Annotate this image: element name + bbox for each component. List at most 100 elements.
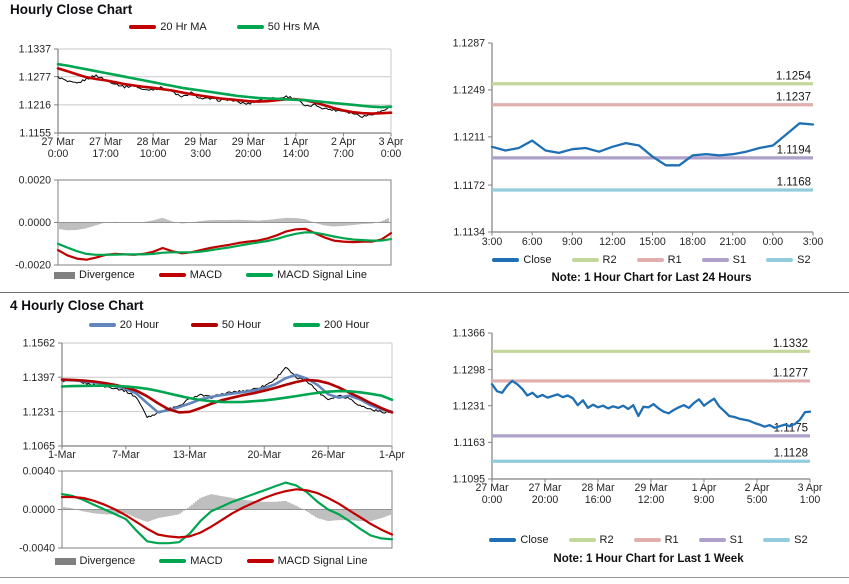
line-swatch-s2 [763,538,791,542]
line-swatch-macd-signal-line [246,273,274,277]
svg-text:20:00: 20:00 [235,148,262,160]
svg-text:3:00: 3:00 [482,236,503,248]
section-divider [0,292,849,293]
svg-text:29 Mar: 29 Mar [232,136,265,148]
line-swatch-200-hour [293,323,320,327]
legend-label: MACD Signal Line [277,269,367,281]
svg-text:1.1194: 1.1194 [777,144,812,156]
svg-text:7:00: 7:00 [333,148,354,160]
svg-text:15:00: 15:00 [639,236,666,248]
svg-text:0.0000: 0.0000 [19,217,52,229]
hourly-price-legend: 20 Hr MA 50 Hrs MA [58,21,391,33]
svg-text:1.1211: 1.1211 [453,132,485,144]
line-swatch-50-hour [190,323,218,327]
last-24h-legend: Close R2 R1 S1 S2 [478,254,825,266]
svg-text:20-Mar: 20-Mar [247,449,281,461]
svg-text:27 Mar: 27 Mar [42,136,75,148]
svg-text:1:00: 1:00 [800,494,821,506]
legend-item-close: Close [489,534,549,546]
last-1-week-levels-section: 1.1366 1.1298 1.1231 1.1163 1.1095 27 Mar 0:00… [420,292,849,584]
svg-text:0:00: 0:00 [482,494,503,506]
last-24h-levels-section: 1.1287 1.1249 1.1211 1.1172 1.1134 3:00 6:00 9:… [420,0,849,292]
svg-text:9:00: 9:00 [562,236,583,248]
svg-text:1.1155: 1.1155 [19,128,51,140]
four-hourly-close-section: 4 Hourly Close Chart 20 Hour 50 Hour 200 H… [0,292,420,584]
line-swatch-macd [158,273,186,277]
last-1-week-note: Note: 1 Hour Chart for Last 1 Week [553,553,744,565]
svg-text:1.1249: 1.1249 [453,85,486,97]
legend-label: 20 Hr MA [160,21,207,33]
legend-label: 200 Hour [324,319,370,331]
legend-item-s2: S2 [763,534,808,546]
svg-text:1.1277: 1.1277 [773,367,808,379]
hourly-macd-legend: Divergence MACD MACD Signal Line [30,269,391,281]
svg-text:1.1168: 1.1168 [777,177,811,189]
svg-text:2 Apr: 2 Apr [331,136,356,148]
svg-text:1.1216: 1.1216 [19,100,52,112]
svg-text:1.1128: 1.1128 [774,448,808,460]
four-hourly-macd-legend: Divergence MACD MACD Signal Line [30,555,392,567]
legend-item-200-hour: 200 Hour [293,319,369,331]
svg-text:-0.0020: -0.0020 [15,260,51,272]
line-swatch-s2 [766,258,794,262]
legend-label: S1 [729,534,744,546]
svg-text:1.1366: 1.1366 [453,328,486,340]
macd-plot: 0.0040 0.0000 -0.0040 [19,466,394,555]
svg-text:1.1095: 1.1095 [453,474,486,486]
svg-text:1.1562: 1.1562 [23,338,56,350]
svg-text:21:00: 21:00 [719,236,746,248]
legend-item-s1: S1 [701,254,746,266]
legend-item-50-hour: 50 Hour [190,319,261,331]
svg-text:2 Apr: 2 Apr [745,482,770,494]
legend-item-macd: MACD [159,555,223,567]
line-swatch-macd-signal-line [246,559,274,563]
hourly-chart-title: Hourly Close Chart [10,2,133,17]
svg-text:0.0020: 0.0020 [19,175,52,187]
legend-label: MACD Signal Line [277,555,368,567]
svg-text:27 Mar: 27 Mar [476,482,509,494]
svg-text:3:00: 3:00 [803,236,824,248]
line-swatch-close [492,258,520,262]
svg-text:1.1337: 1.1337 [19,44,52,56]
legend-label: Divergence [79,269,135,281]
svg-text:14:00: 14:00 [283,148,310,160]
svg-text:0:00: 0:00 [763,236,784,248]
svg-text:27 Mar: 27 Mar [89,136,122,148]
svg-text:1.1397: 1.1397 [23,372,56,384]
legend-item-r1: R1 [633,534,679,546]
svg-text:27 Mar: 27 Mar [529,482,562,494]
svg-text:6:00: 6:00 [522,236,543,248]
legend-item-divergence: Divergence [54,555,135,567]
svg-text:5:00: 5:00 [747,494,768,506]
svg-text:1.1254: 1.1254 [776,70,812,82]
line-swatch-s1 [698,538,726,542]
line-swatch-r1 [636,258,664,262]
legend-label: 20 Hour [119,319,159,331]
svg-text:9:00: 9:00 [694,494,715,506]
legend-label: S2 [797,254,811,266]
macd-plot: 0.0020 0.0000 -0.0020 [15,175,393,272]
svg-text:0:00: 0:00 [48,148,69,160]
svg-text:26-Mar: 26-Mar [311,449,345,461]
svg-text:18:00: 18:00 [679,236,706,248]
svg-text:12:00: 12:00 [638,494,665,506]
bar-swatch-divergence [54,271,76,279]
svg-text:28 Mar: 28 Mar [137,136,170,148]
legend-label: Close [523,254,552,266]
four-hourly-price-legend: 20 Hour 50 Hour 200 Hour [62,319,396,331]
legend-item-r2: R2 [568,534,614,546]
svg-text:1-Apr: 1-Apr [379,449,405,461]
svg-text:1.1277: 1.1277 [19,71,52,83]
legend-label: 50 Hour [221,319,261,331]
svg-text:7-Mar: 7-Mar [112,449,140,461]
svg-text:-0.0040: -0.0040 [19,543,55,555]
legend-item-20-hr-ma: 20 Hr MA [129,21,207,33]
svg-text:1.1134: 1.1134 [453,227,485,239]
svg-text:1 Apr: 1 Apr [692,482,717,494]
svg-text:0:00: 0:00 [381,148,402,160]
